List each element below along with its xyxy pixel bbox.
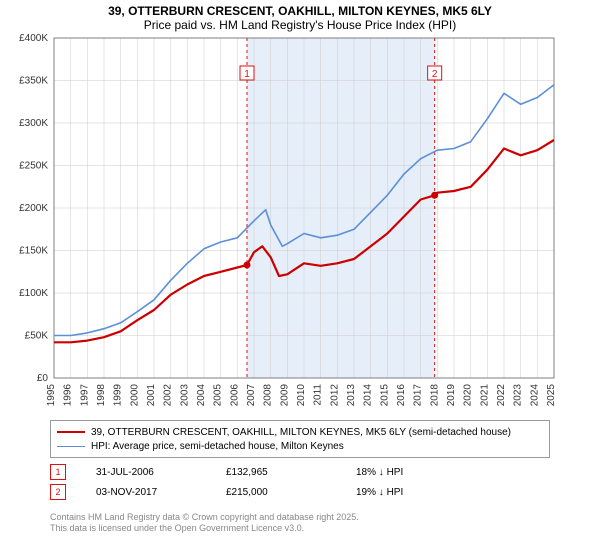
svg-text:2024: 2024 [529, 384, 540, 407]
svg-text:2020: 2020 [463, 384, 474, 407]
svg-text:2022: 2022 [496, 384, 507, 407]
legend-swatch [57, 431, 85, 433]
svg-text:2006: 2006 [229, 384, 240, 407]
svg-text:2008: 2008 [263, 384, 274, 407]
svg-text:2003: 2003 [179, 384, 190, 407]
title-address: 39, OTTERBURN CRESCENT, OAKHILL, MILTON … [0, 4, 600, 18]
svg-text:2009: 2009 [279, 384, 290, 407]
svg-text:2011: 2011 [313, 384, 324, 406]
legend: 39, OTTERBURN CRESCENT, OAKHILL, MILTON … [50, 420, 550, 458]
marker-number-icon: 2 [50, 484, 66, 500]
svg-text:2007: 2007 [246, 384, 257, 407]
svg-text:£300K: £300K [19, 118, 48, 129]
svg-text:2004: 2004 [196, 384, 207, 407]
svg-text:£350K: £350K [19, 76, 48, 87]
svg-text:2018: 2018 [429, 384, 440, 407]
svg-text:2013: 2013 [346, 384, 357, 407]
legend-swatch [57, 446, 85, 447]
legend-item: HPI: Average price, semi-detached house,… [57, 439, 543, 453]
marker-date: 31-JUL-2006 [96, 467, 226, 478]
marker-delta: 18% ↓ HPI [356, 467, 486, 478]
marker-row: 2 03-NOV-2017£215,00019% ↓ HPI [50, 482, 550, 502]
svg-text:2016: 2016 [396, 384, 407, 407]
chart-container: 39, OTTERBURN CRESCENT, OAKHILL, MILTON … [0, 0, 600, 560]
copyright: Contains HM Land Registry data © Crown c… [50, 512, 359, 534]
svg-text:£250K: £250K [19, 161, 48, 172]
svg-text:2019: 2019 [446, 384, 457, 407]
svg-text:2001: 2001 [146, 384, 157, 407]
marker-date: 03-NOV-2017 [96, 487, 226, 498]
svg-text:£400K: £400K [19, 33, 48, 44]
svg-text:2012: 2012 [329, 384, 340, 407]
title-block: 39, OTTERBURN CRESCENT, OAKHILL, MILTON … [0, 0, 600, 32]
svg-text:1997: 1997 [79, 384, 90, 407]
svg-text:£100K: £100K [19, 288, 48, 299]
marker-price: £215,000 [226, 487, 356, 498]
legend-item: 39, OTTERBURN CRESCENT, OAKHILL, MILTON … [57, 425, 543, 439]
svg-text:1998: 1998 [96, 384, 107, 407]
svg-text:1995: 1995 [46, 384, 57, 407]
copyright-line1: Contains HM Land Registry data © Crown c… [50, 512, 359, 523]
svg-text:£150K: £150K [19, 246, 48, 257]
svg-text:2025: 2025 [546, 384, 557, 407]
svg-text:2023: 2023 [513, 384, 524, 407]
svg-text:1: 1 [244, 69, 250, 80]
legend-label: HPI: Average price, semi-detached house,… [91, 441, 344, 452]
svg-text:2002: 2002 [163, 384, 174, 407]
svg-text:2014: 2014 [363, 384, 374, 407]
svg-text:£50K: £50K [25, 331, 49, 342]
svg-text:2015: 2015 [379, 384, 390, 407]
marker-price: £132,965 [226, 467, 356, 478]
title-subtitle: Price paid vs. HM Land Registry's House … [0, 18, 600, 32]
svg-text:2000: 2000 [129, 384, 140, 407]
line-chart: £0 £50K £100K £150K £200K £250K £300K £350K £400… [4, 32, 564, 412]
svg-text:£200K: £200K [19, 203, 48, 214]
marker-delta: 19% ↓ HPI [356, 487, 486, 498]
svg-text:£0: £0 [37, 373, 49, 384]
legend-label: 39, OTTERBURN CRESCENT, OAKHILL, MILTON … [91, 427, 511, 438]
svg-text:2010: 2010 [296, 384, 307, 407]
svg-text:1996: 1996 [63, 384, 74, 407]
svg-text:2: 2 [432, 69, 438, 80]
svg-text:2021: 2021 [479, 384, 490, 407]
svg-text:2017: 2017 [413, 384, 424, 407]
marker-number-icon: 1 [50, 464, 66, 480]
marker-table: 1 31-JUL-2006£132,96518% ↓ HPI 2 03-NOV-201… [50, 462, 550, 502]
copyright-line2: This data is licensed under the Open Gov… [50, 523, 359, 534]
marker-row: 1 31-JUL-2006£132,96518% ↓ HPI [50, 462, 550, 482]
svg-text:2005: 2005 [213, 384, 224, 407]
svg-text:1999: 1999 [113, 384, 124, 407]
